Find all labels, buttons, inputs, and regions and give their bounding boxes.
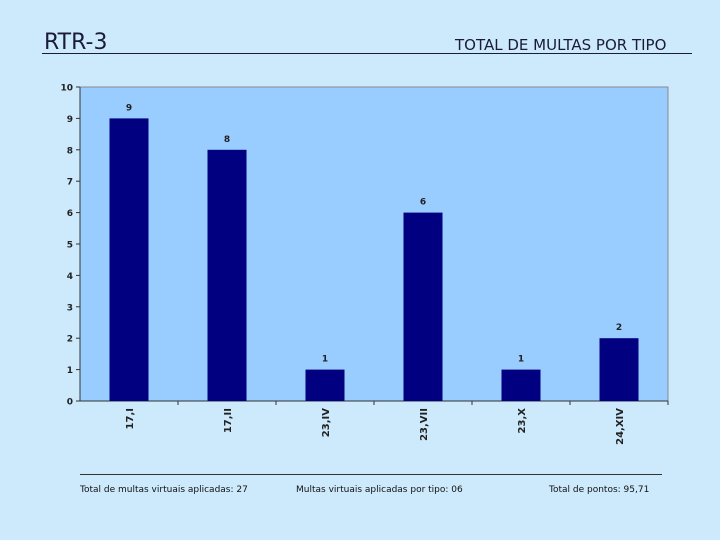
slide-title: TOTAL DE MULTAS POR TIPO — [455, 36, 667, 54]
x-tick-label-2: 23,IV — [321, 408, 332, 437]
data-label-3: 6 — [420, 198, 426, 208]
data-label-2: 1 — [322, 355, 328, 365]
x-tick-label-0: 17,I — [125, 408, 136, 429]
total-applied-text: Total de multas virtuais aplicadas: 27 — [80, 485, 248, 495]
bar-5 — [599, 338, 639, 401]
bar-4 — [501, 369, 541, 401]
bar-1 — [207, 149, 247, 401]
x-tick-label-5: 24,XIV — [615, 408, 626, 445]
y-tick-label: 8 — [67, 146, 73, 156]
total-points-text: Total de pontos: 95,71 — [549, 485, 650, 495]
title-underline — [42, 53, 692, 54]
x-tick-label-1: 17,II — [223, 408, 234, 433]
plot-area — [79, 86, 669, 402]
footer-divider — [80, 474, 662, 475]
data-label-4: 1 — [518, 355, 524, 365]
y-tick-label: 10 — [60, 84, 73, 94]
y-tick-label: 6 — [67, 209, 73, 219]
slide-code: RTR-3 — [44, 30, 108, 55]
data-labels: 9 8 1 6 1 2 — [126, 103, 622, 364]
y-tick-label: 9 — [67, 115, 73, 125]
x-axis-labels: 17,I 17,II 23,IV 23,VII 23,X 24,XIV — [125, 401, 669, 445]
y-tick-label: 4 — [67, 272, 73, 282]
bar-0 — [109, 118, 149, 402]
bar-3 — [403, 212, 443, 401]
data-label-1: 8 — [224, 135, 230, 145]
data-label-5: 2 — [616, 323, 622, 333]
bars — [109, 118, 639, 402]
data-label-0: 9 — [126, 103, 132, 113]
y-tick-label: 3 — [67, 303, 73, 313]
y-tick-label: 5 — [67, 241, 73, 251]
y-axis-ticks: 0 1 2 3 4 5 6 7 8 9 10 — [60, 84, 80, 408]
bar-2 — [305, 369, 345, 401]
y-tick-label: 1 — [67, 366, 73, 376]
y-tick-label: 0 — [67, 398, 73, 408]
x-tick-label-3: 23,VII — [419, 408, 430, 441]
per-type-text: Multas virtuais aplicadas por tipo: 06 — [296, 485, 463, 495]
y-tick-label: 2 — [67, 335, 73, 345]
x-tick-label-4: 23,X — [517, 408, 528, 434]
y-tick-label: 7 — [67, 178, 73, 188]
